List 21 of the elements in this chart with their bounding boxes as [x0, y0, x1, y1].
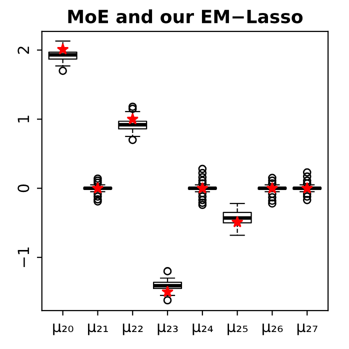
x-tick-label: μ₂₅ [228, 324, 248, 336]
x-tick-label: μ₂₀ [53, 324, 74, 336]
point [162, 286, 174, 298]
y-tick-label: −1 [18, 248, 29, 268]
point [126, 112, 139, 124]
x-tick-label: μ₂₄ [192, 324, 213, 336]
point [301, 182, 314, 194]
point [92, 182, 104, 194]
chart-title: MoE and our EM−Lasso [68, 9, 303, 24]
y-tick-label: 2 [18, 46, 29, 54]
y-tick-label: 1 [18, 116, 29, 122]
point [196, 182, 208, 194]
point [266, 182, 278, 194]
x-tick-label: μ₂₃ [158, 324, 178, 336]
x-tick-label: μ₂₂ [122, 324, 143, 336]
y-tick-label: 0 [18, 184, 30, 192]
x-tick-label: μ₂₇ [297, 324, 318, 336]
x-tick-label: μ₂₆ [262, 324, 283, 336]
x-tick-label: μ₂₁ [88, 324, 108, 336]
point [56, 43, 69, 55]
point [231, 216, 244, 228]
